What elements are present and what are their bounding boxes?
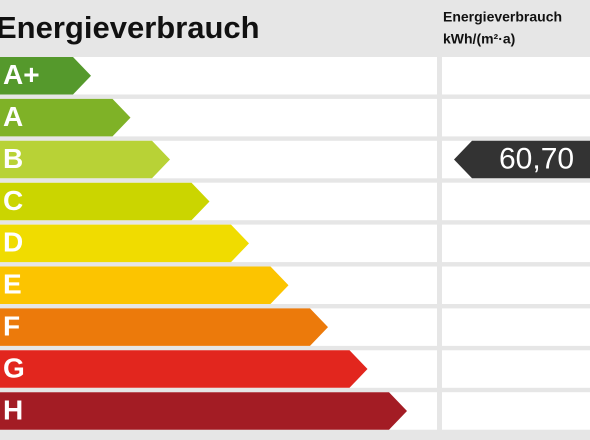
class-label: E [3,269,22,300]
value-cell [442,224,590,263]
class-arrow [0,182,210,221]
value-cell [442,266,590,304]
class-arrow [0,224,249,263]
class-arrow [0,392,407,430]
class-arrow [0,266,289,304]
value-cell [442,308,590,346]
class-label: H [3,394,23,425]
class-label: C [3,185,23,216]
class-arrow [0,350,368,388]
column-unit: kWh/(m²·a) [443,31,515,47]
class-arrow [0,140,170,179]
class-label: G [3,352,25,383]
value-cell [442,392,590,430]
title: Energieverbrauch [0,10,260,45]
class-arrow [0,308,328,346]
indicator-arrow [454,140,590,179]
column-title: Energieverbrauch [443,9,562,25]
class-arrow [0,98,131,137]
value-cell [442,57,590,95]
value-cell [442,350,590,388]
value-cell [442,98,590,137]
class-label: F [3,311,20,342]
class-label: A+ [3,59,40,90]
class-label: B [3,143,23,174]
value-cell [442,182,590,221]
class-label: A [3,101,23,132]
class-arrow [0,57,91,95]
indicator-value: 60,70 [499,142,574,175]
class-label: D [3,227,23,258]
